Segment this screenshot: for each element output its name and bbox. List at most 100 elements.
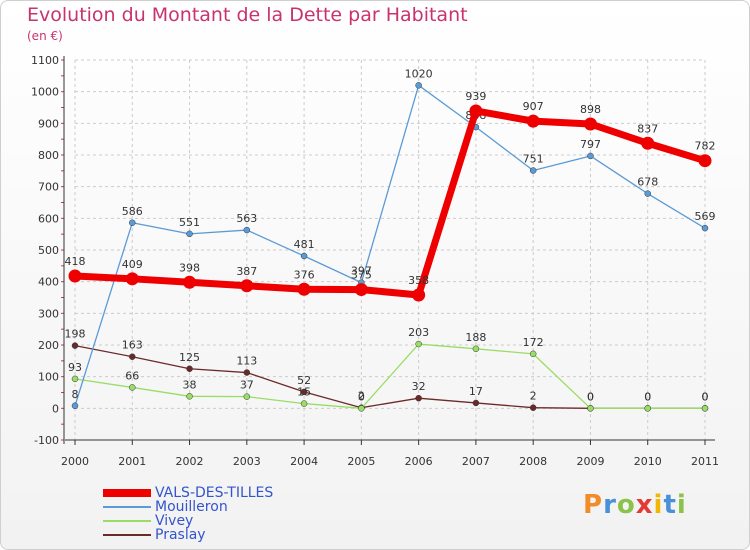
x-tick-label: 2007 — [462, 455, 490, 468]
data-point-mouilleron — [701, 224, 709, 232]
x-tick-label: 2006 — [405, 455, 433, 468]
legend-label: Vivey — [155, 513, 194, 529]
x-tick-label: 2002 — [176, 455, 204, 468]
x-tick-label: 2004 — [290, 455, 318, 468]
x-tick-label: 2001 — [118, 455, 146, 468]
data-label-praslay: 2 — [358, 390, 365, 403]
x-tick-label: 2003 — [233, 455, 261, 468]
y-tick-label: 400 — [38, 276, 59, 289]
data-label-vivey: 203 — [408, 326, 429, 339]
data-point-vivey — [71, 375, 79, 383]
data-label-mouilleron: 751 — [523, 153, 544, 166]
x-tick-label: 2000 — [61, 455, 89, 468]
data-label-praslay: 52 — [297, 374, 311, 387]
data-label-praslay: 0 — [644, 390, 651, 403]
data-label-vals-des-tilles: 376 — [294, 268, 315, 281]
y-tick-label: 700 — [38, 181, 59, 194]
data-point-mouilleron — [415, 82, 422, 89]
data-point-vivey — [300, 400, 308, 407]
data-label-mouilleron: 569 — [695, 210, 716, 223]
data-point-praslay — [186, 365, 193, 372]
data-label-praslay: 125 — [179, 351, 200, 364]
series-line-vivey — [74, 343, 706, 409]
series-line-mouilleron — [74, 84, 706, 407]
data-point-vivey — [129, 384, 136, 391]
data-label-vivey: 0 — [702, 390, 709, 403]
data-point-vals-des-tilles — [183, 275, 197, 289]
legend-item: Vivey — [103, 514, 273, 528]
legend-label: Praslay — [155, 527, 206, 543]
data-point-vals-des-tilles — [583, 117, 597, 131]
legend-item: Praslay — [103, 528, 273, 542]
data-point-vivey — [415, 340, 422, 348]
y-tick-label: 100 — [38, 371, 59, 384]
legend-item: Mouilleron — [103, 500, 273, 514]
data-point-vals-des-tilles — [297, 282, 311, 296]
data-point-vals-des-tilles — [698, 154, 712, 168]
data-label-vals-des-tilles: 375 — [351, 269, 372, 282]
chart-title: Evolution du Montant de la Dette par Hab… — [27, 4, 468, 26]
x-tick-label: 2009 — [576, 455, 604, 468]
data-point-praslay — [415, 394, 422, 402]
data-label-vivey: 37 — [240, 379, 254, 392]
data-point-mouilleron — [243, 226, 251, 234]
data-label-mouilleron: 586 — [122, 205, 143, 218]
data-point-vals-des-tilles — [354, 283, 368, 297]
data-point-vals-des-tilles — [641, 136, 655, 150]
data-point-praslay — [472, 399, 480, 407]
series-line-vals-des-tilles — [71, 107, 709, 299]
y-tick-label: 900 — [38, 117, 59, 130]
y-tick-label: 1100 — [31, 54, 59, 67]
data-label-mouilleron: 797 — [580, 138, 601, 151]
data-label-vals-des-tilles: 387 — [236, 265, 257, 278]
y-tick-label: 1000 — [31, 86, 59, 99]
y-tick-label: 800 — [38, 149, 59, 162]
data-point-vivey — [529, 350, 537, 358]
data-label-vals-des-tilles: 409 — [122, 258, 143, 271]
data-point-vals-des-tilles — [240, 279, 254, 293]
chart-unit: (en €) — [27, 29, 63, 43]
legend-swatch — [103, 489, 151, 497]
data-point-praslay — [129, 353, 136, 360]
y-tick-label: -100 — [34, 434, 59, 447]
data-label-praslay: 0 — [587, 390, 594, 403]
data-point-vals-des-tilles — [68, 269, 82, 283]
data-point-mouilleron — [186, 230, 193, 238]
data-point-praslay — [300, 388, 308, 396]
data-label-vals-des-tilles: 898 — [580, 103, 601, 116]
data-label-praslay: 163 — [122, 339, 143, 352]
data-label-praslay: 32 — [412, 380, 426, 393]
data-point-mouilleron — [129, 219, 136, 227]
data-label-vals-des-tilles: 939 — [465, 90, 486, 103]
legend-swatch — [103, 506, 151, 508]
y-tick-label: 600 — [38, 212, 59, 225]
data-label-mouilleron: 551 — [179, 216, 200, 229]
data-label-vals-des-tilles: 782 — [695, 140, 716, 153]
y-tick-label: 0 — [52, 402, 59, 415]
data-point-praslay — [243, 369, 251, 376]
data-label-vivey: 0 — [644, 390, 651, 403]
data-point-vivey — [644, 405, 651, 412]
data-label-vivey: 66 — [125, 369, 139, 382]
legend-label: Mouilleron — [155, 499, 228, 515]
legend-label: VALS-DES-TILLES — [155, 485, 274, 501]
data-point-praslay — [529, 404, 537, 411]
data-point-mouilleron — [587, 152, 594, 160]
data-label-praslay: 198 — [65, 328, 86, 341]
y-tick-label: 300 — [38, 307, 59, 320]
data-point-vals-des-tilles — [526, 114, 540, 128]
proxiti-logo: Proxiti — [583, 490, 687, 520]
data-label-vals-des-tilles: 907 — [523, 100, 544, 113]
data-label-vivey: 172 — [523, 336, 544, 349]
legend-swatch — [103, 534, 151, 536]
data-label-praslay: 17 — [469, 385, 483, 398]
legend-swatch — [103, 520, 151, 522]
x-tick-label: 2008 — [519, 455, 547, 468]
data-label-praslay: 2 — [530, 390, 537, 403]
y-tick-label: 500 — [38, 244, 59, 257]
data-label-vals-des-tilles: 418 — [65, 255, 86, 268]
data-label-vivey: 0 — [358, 390, 365, 403]
data-label-vals-des-tilles: 398 — [179, 261, 200, 274]
y-tick-label: 200 — [38, 339, 59, 352]
